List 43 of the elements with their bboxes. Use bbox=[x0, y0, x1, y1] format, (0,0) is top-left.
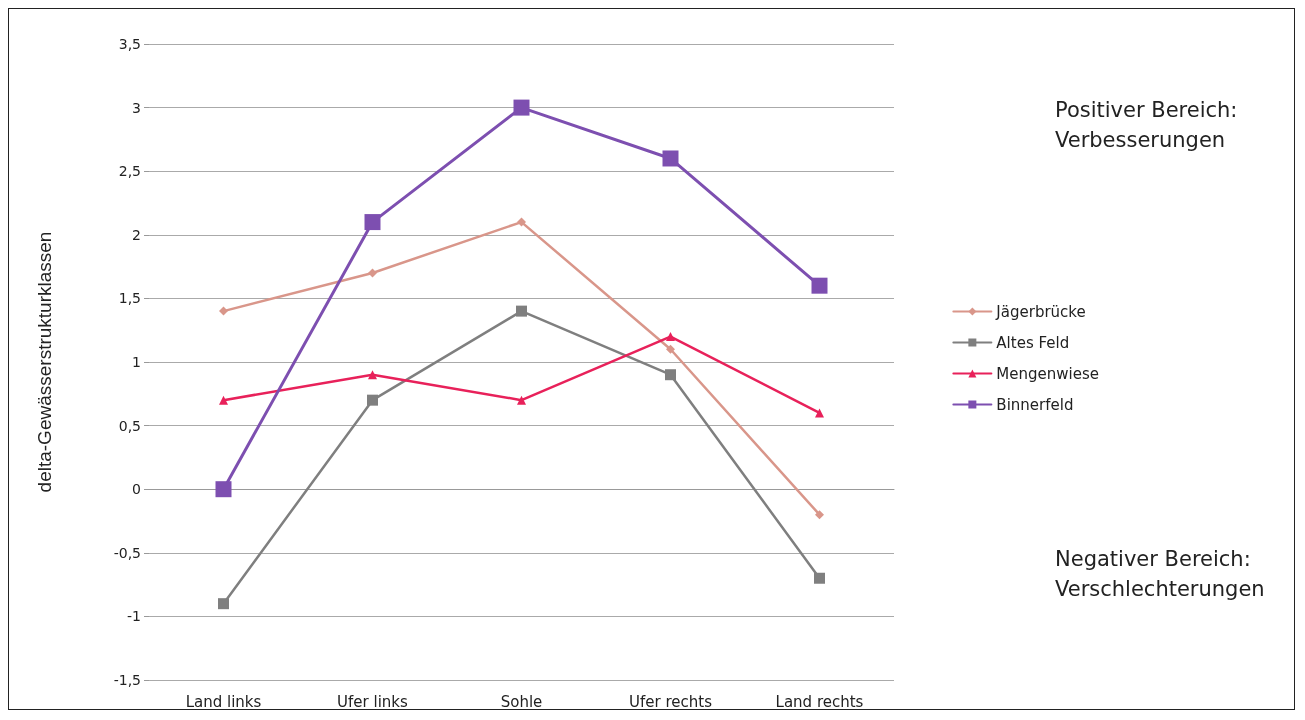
x-tick-label: Ufer links bbox=[337, 692, 409, 711]
point bbox=[815, 510, 824, 520]
legend-label: Binnerfeld bbox=[996, 395, 1074, 414]
text: Positiver Bereich: Verbesserungen bbox=[1055, 98, 1238, 152]
y-tick-label: -1,5 bbox=[113, 672, 141, 688]
x-tick-label: Land rechts bbox=[775, 692, 864, 711]
y-tick-label: -0,5 bbox=[113, 544, 141, 561]
point bbox=[218, 598, 229, 610]
y-tick-label: 0,5 bbox=[118, 417, 141, 434]
y-tick-label: 1,5 bbox=[118, 290, 141, 307]
point bbox=[517, 395, 526, 405]
x-tick-label: Ufer rechts bbox=[629, 692, 713, 711]
y-tick-label: 3,5 bbox=[118, 36, 141, 52]
point bbox=[666, 344, 675, 354]
y-tick-label: 0 bbox=[132, 481, 141, 498]
y-tick-label: 1 bbox=[132, 354, 141, 370]
point bbox=[517, 217, 526, 227]
y-tick-label: 2 bbox=[132, 226, 141, 243]
point bbox=[364, 214, 381, 231]
point bbox=[516, 305, 527, 317]
legend-label: Altes Feld bbox=[996, 333, 1070, 352]
y-tick-label: 2,5 bbox=[118, 163, 141, 180]
x-tick-label: Sohle bbox=[500, 692, 543, 711]
x-tick-label: Land links bbox=[185, 692, 262, 711]
text: Negativer Bereich: Verschlechterungen bbox=[1055, 547, 1265, 601]
point bbox=[815, 408, 824, 418]
point bbox=[368, 370, 377, 380]
point bbox=[665, 369, 676, 381]
legend-label: Mengenwiese bbox=[996, 364, 1100, 383]
point bbox=[811, 277, 828, 294]
y-axis-title: delta-Gewässerstrukturklassen bbox=[34, 231, 55, 493]
point bbox=[215, 481, 232, 498]
point bbox=[666, 332, 675, 342]
y-tick-label: 3 bbox=[132, 99, 141, 116]
point bbox=[219, 395, 228, 405]
point bbox=[513, 99, 530, 116]
point bbox=[814, 572, 825, 584]
point bbox=[367, 394, 378, 406]
point bbox=[662, 150, 679, 167]
y-tick-label: -1 bbox=[127, 608, 141, 625]
legend-label: Jägerbrücke bbox=[995, 302, 1086, 321]
point bbox=[219, 306, 228, 316]
point bbox=[368, 268, 377, 278]
